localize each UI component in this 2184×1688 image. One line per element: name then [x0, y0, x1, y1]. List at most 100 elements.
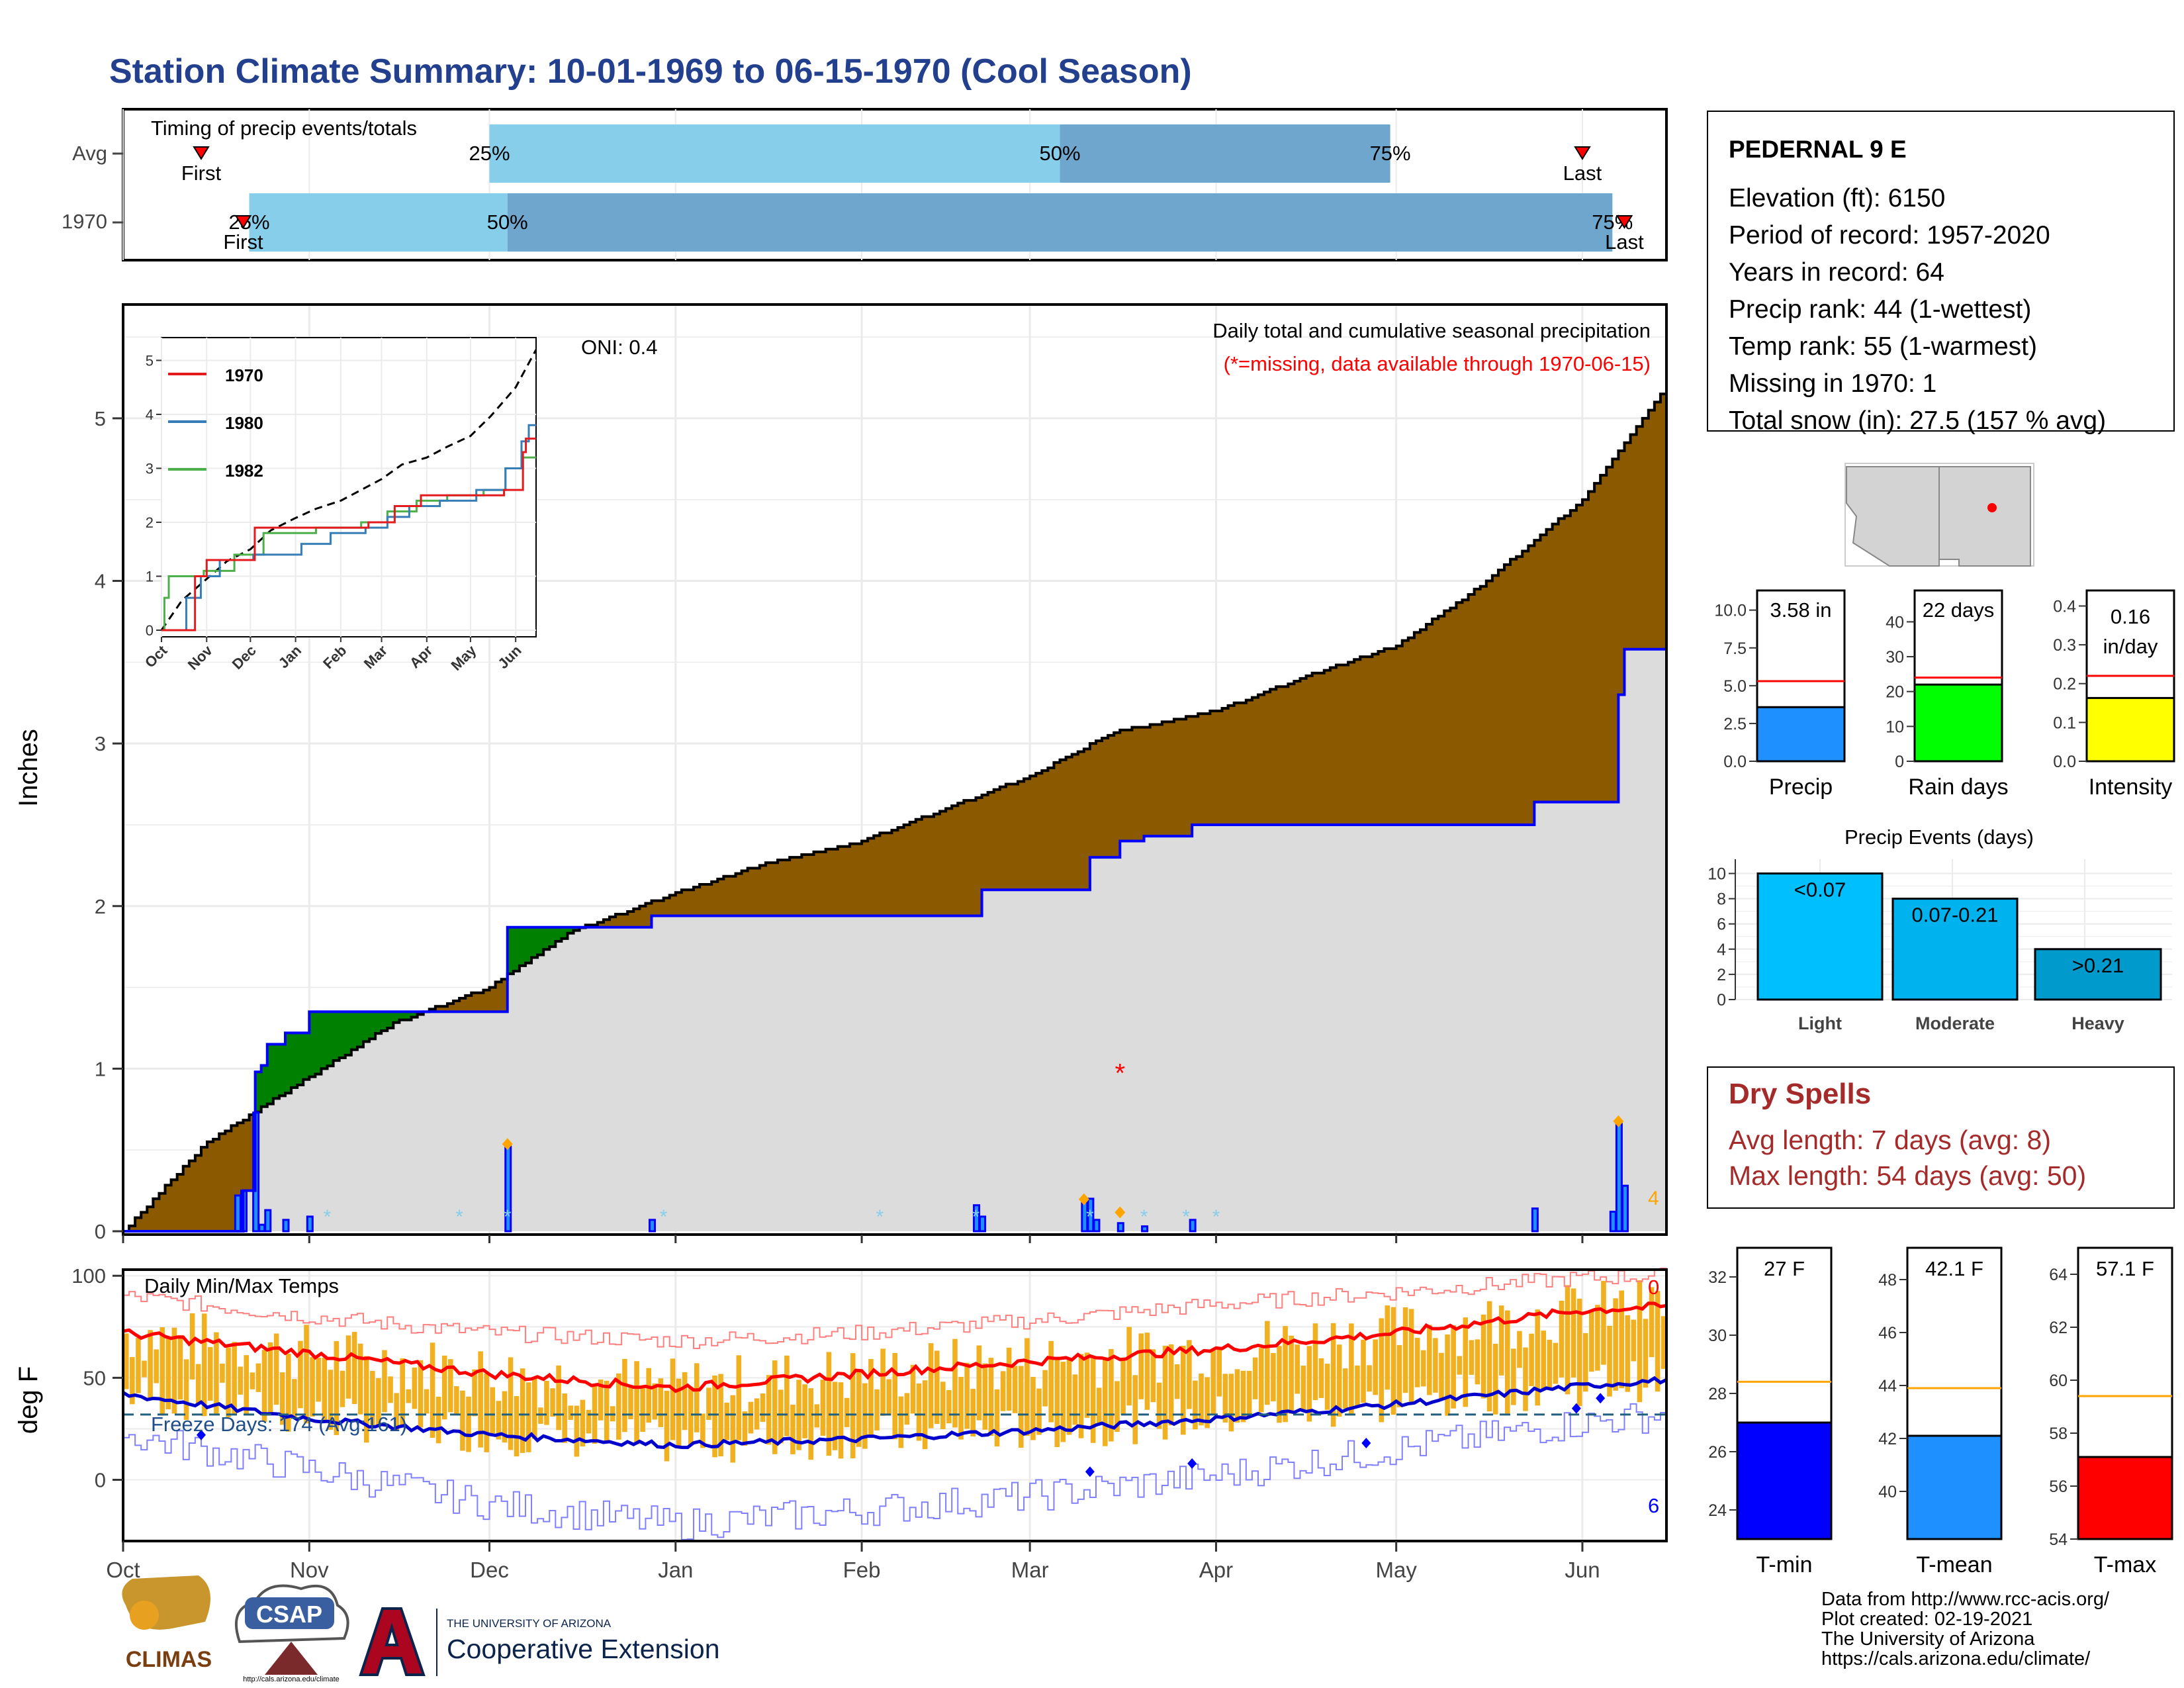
temp-daily-bar — [1144, 1333, 1150, 1410]
temp-daily-bar — [724, 1402, 729, 1440]
temp-daily-bar — [784, 1355, 790, 1436]
temp-daily-bar — [232, 1342, 237, 1414]
summary-bar-value: 57.1 F — [2096, 1257, 2154, 1280]
temp-daily-bar — [1631, 1319, 1637, 1362]
temp-daily-bar — [1343, 1368, 1348, 1409]
summary-bar-tick-label: 64 — [2049, 1266, 2068, 1284]
temp-daily-bar — [1312, 1323, 1318, 1401]
temp-daily-bar — [316, 1358, 321, 1402]
precip-ytick-label: 5 — [95, 407, 106, 430]
temp-daily-bar — [298, 1340, 303, 1409]
temp-daily-bar — [1103, 1359, 1108, 1446]
events-bar-label: 0.07-0.21 — [1912, 904, 1999, 927]
temp-daily-bar — [838, 1382, 844, 1459]
temp-daily-bar — [267, 1342, 273, 1415]
temp-daily-bar — [1661, 1316, 1666, 1369]
temp-daily-bar — [1390, 1307, 1396, 1415]
temp-daily-bar — [447, 1359, 453, 1413]
temp-daily-bar — [760, 1393, 766, 1422]
temp-daily-bar — [730, 1395, 736, 1463]
temp-daily-bar — [1480, 1314, 1486, 1399]
temp-daily-bar — [538, 1407, 543, 1424]
temp-daily-bar — [304, 1325, 309, 1424]
precip-corner-count: 4 — [1648, 1188, 1659, 1209]
temp-daily-bar — [556, 1365, 561, 1430]
footer-line-2: Plot created: 02-19-2021 — [1821, 1609, 2032, 1630]
temp-daily-bar — [1433, 1338, 1438, 1393]
temp-y-axis: 0 50 100 — [71, 1264, 123, 1492]
snow-markers: * * * * * * * * * * — [324, 1206, 1220, 1228]
temp-daily-bar — [952, 1338, 958, 1428]
summary-bar-label: Precip — [1769, 774, 1833, 800]
csap-logo-text: CSAP — [256, 1601, 322, 1628]
temp-daily-bar — [1547, 1339, 1553, 1388]
summary-bar-fill — [1906, 1434, 2003, 1540]
temp-record-max-line — [123, 1267, 1667, 1349]
temp-daily-bar — [898, 1396, 904, 1448]
temp-daily-bar — [201, 1313, 207, 1417]
month-label: Mar — [1011, 1558, 1049, 1582]
temp-daily-bar — [1205, 1377, 1210, 1429]
events-bar-label: >0.21 — [2072, 954, 2124, 977]
temp-daily-bar — [736, 1355, 742, 1440]
summary-bar-value: 0.16 — [2111, 605, 2150, 628]
temp-daily-bar — [1138, 1333, 1144, 1399]
daily-precip-bar — [264, 1209, 272, 1233]
timing-first-marker — [234, 215, 252, 229]
inset-ytick-label: 0 — [146, 622, 154, 639]
temp-daily-bar — [550, 1388, 555, 1417]
events-category-label: Moderate — [1915, 1013, 1995, 1033]
temp-daily-bar — [1613, 1298, 1618, 1391]
temp-daily-bar — [1373, 1339, 1378, 1395]
summary-bar-tick-label: 26 — [1708, 1443, 1727, 1462]
snow-total-marker — [502, 1138, 513, 1150]
summary-bar-tick-label: 10.0 — [1714, 602, 1747, 620]
temp-daily-bar — [880, 1348, 886, 1416]
summary-bar-label: Rain days — [1908, 774, 2008, 800]
summary-bar-tick-label: 0.4 — [2053, 597, 2076, 616]
temp-daily-bar — [1427, 1325, 1432, 1395]
location-map — [1844, 463, 2034, 567]
temp-ytick-label: 0 — [95, 1469, 106, 1492]
temp-daily-bar — [363, 1356, 369, 1443]
temp-daily-bar — [1541, 1331, 1547, 1389]
temp-daily-bar — [1529, 1333, 1534, 1386]
daily-precip-bar — [234, 1194, 242, 1233]
temp-daily-bar — [165, 1337, 171, 1409]
temp-daily-bar — [1156, 1382, 1162, 1429]
temp-daily-bar — [1115, 1381, 1120, 1432]
temp-daily-bar — [1019, 1366, 1024, 1448]
temp-daily-bar — [1246, 1370, 1252, 1418]
temp-daily-bar — [310, 1357, 315, 1417]
temp-daily-bar — [1222, 1374, 1228, 1423]
summary-bar-tick-label: 44 — [1878, 1377, 1897, 1395]
temp-daily-bar — [502, 1391, 508, 1443]
temp-daily-bar — [634, 1361, 639, 1444]
temp-daily-bar — [273, 1333, 279, 1405]
temp-daily-bar — [1042, 1370, 1048, 1407]
temp-count-bottom: 6 — [1648, 1494, 1659, 1517]
temp-daily-bar — [376, 1378, 381, 1427]
temp-ylabel: deg F — [14, 1366, 43, 1434]
events-bar-light — [1756, 872, 1884, 1001]
temp-daily-bar — [1090, 1358, 1096, 1443]
timing-bar-50-75 — [1060, 124, 1390, 183]
daily-precip-bar — [1615, 1123, 1623, 1233]
events-ytick-label: 4 — [1717, 941, 1726, 959]
daily-precip-bar — [1609, 1211, 1617, 1233]
precip-year-line — [123, 647, 1666, 1233]
month-label: Dec — [470, 1558, 509, 1582]
inset-frame — [161, 337, 537, 637]
temp-daily-bar — [195, 1364, 201, 1404]
new-mexico-shape — [1938, 466, 2031, 567]
temp-daily-bar — [1283, 1326, 1288, 1423]
timing-pct-label: 75% — [1370, 142, 1411, 165]
precip-average-line — [123, 385, 1668, 1233]
daily-precip-bar — [258, 1223, 266, 1233]
precip-ytick-label: 4 — [95, 570, 106, 593]
temp-daily-bar — [616, 1373, 621, 1440]
temp-daily-bar — [1295, 1344, 1300, 1394]
temp-ytick-label: 50 — [83, 1366, 106, 1389]
temp-daily-bar — [322, 1358, 328, 1421]
